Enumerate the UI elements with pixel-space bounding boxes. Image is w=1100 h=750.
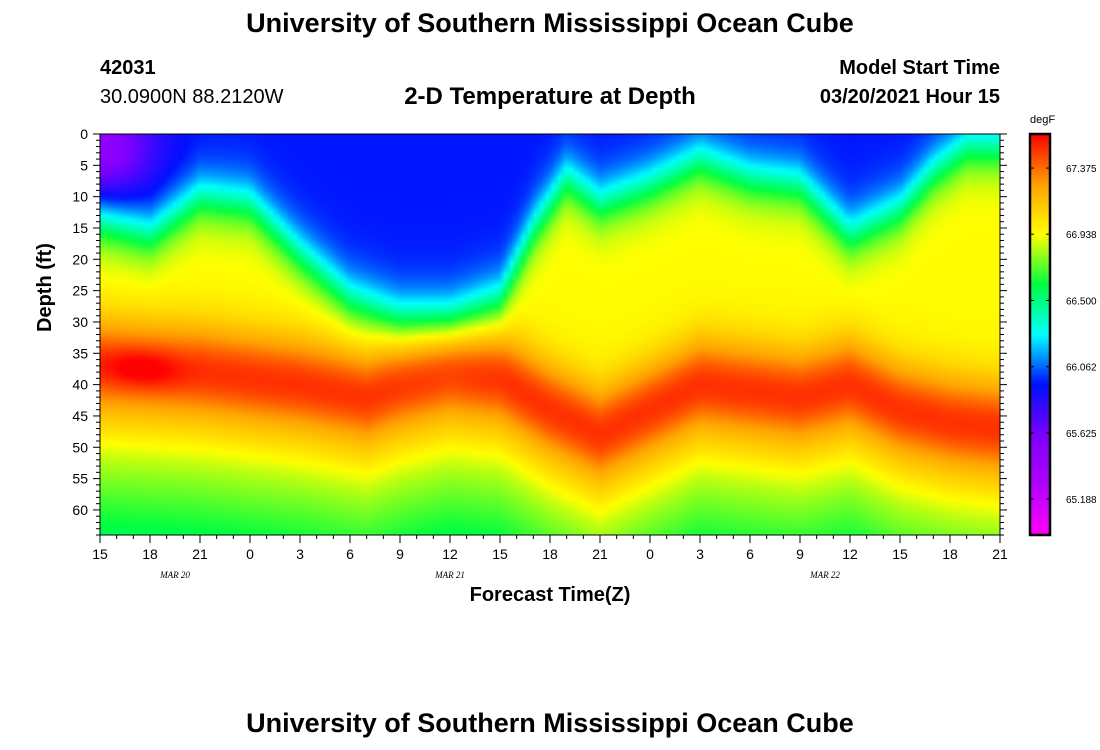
x-tick-label: 15 [92,546,108,562]
x-tick-label: 15 [492,546,508,562]
x-tick-label: 6 [746,546,754,562]
y-tick-label: 15 [72,220,88,236]
footer-title: University of Southern Mississippi Ocean… [246,708,854,738]
colorbar-fill [1030,134,1050,535]
x-tick-label: 0 [246,546,254,562]
colorbar-tick-label: 66.938 [1066,230,1097,241]
x-tick-label: 9 [796,546,804,562]
station-coordinates: 30.0900N 88.2120W [100,86,284,108]
y-tick-label: 55 [72,471,88,487]
x-tick-label: 21 [592,546,608,562]
y-tick-label: 60 [72,502,88,518]
y-tick-label: 5 [80,157,88,173]
colorbar-tick-label: 66.062 [1066,363,1097,374]
colorbar-tick-label: 65.188 [1066,495,1097,506]
colorbar-tick-label: 65.625 [1066,429,1097,440]
x-tick-label: 18 [542,546,558,562]
x-axis-label: Forecast Time(Z) [469,584,631,606]
model-start-label: Model Start Time [839,57,1000,79]
station-id: 42031 [100,57,156,79]
chart-title: University of Southern Mississippi Ocean… [246,8,854,38]
x-tick-label: 12 [842,546,858,562]
colorbar-tick-label: 67.375 [1066,164,1097,175]
y-tick-label: 10 [72,189,88,205]
x-date-label: MAR 22 [809,570,840,580]
x-tick-label: 18 [142,546,158,562]
colorbar-unit: degF [1030,114,1056,126]
colorbar-frame [1028,132,1052,537]
y-tick-label: 45 [72,408,88,424]
x-tick-label: 21 [992,546,1008,562]
y-tick-label: 25 [72,283,88,299]
x-tick-label: 15 [892,546,908,562]
x-tick-label: 0 [646,546,654,562]
y-tick-label: 0 [80,126,88,142]
y-axis: 0 5 10 15 20 25 30 35 40 45 50 55 60 [72,126,1007,536]
y-tick-label: 30 [72,314,88,330]
x-date-label: MAR 21 [434,570,465,580]
x-tick-label: 3 [296,546,304,562]
colorbar-tick-label: 66.500 [1066,296,1097,307]
x-date-label: MAR 20 [159,570,190,580]
y-tick-label: 40 [72,377,88,393]
y-tick-label: 20 [72,251,88,267]
colorbar: 67.375 66.938 66.500 66.062 65.625 65.188 [1028,132,1097,537]
model-start-date: 03/20/2021 Hour 15 [819,86,1000,108]
x-tick-label: 18 [942,546,958,562]
heatmap-raster [100,134,1000,535]
plot-title: 2-D Temperature at Depth [404,83,696,110]
x-tick-label: 21 [192,546,208,562]
x-tick-label: 12 [442,546,458,562]
x-tick-label: 9 [396,546,404,562]
y-tick-label: 50 [72,439,88,455]
y-tick-label: 35 [72,345,88,361]
x-tick-label: 3 [696,546,704,562]
x-tick-label: 6 [346,546,354,562]
